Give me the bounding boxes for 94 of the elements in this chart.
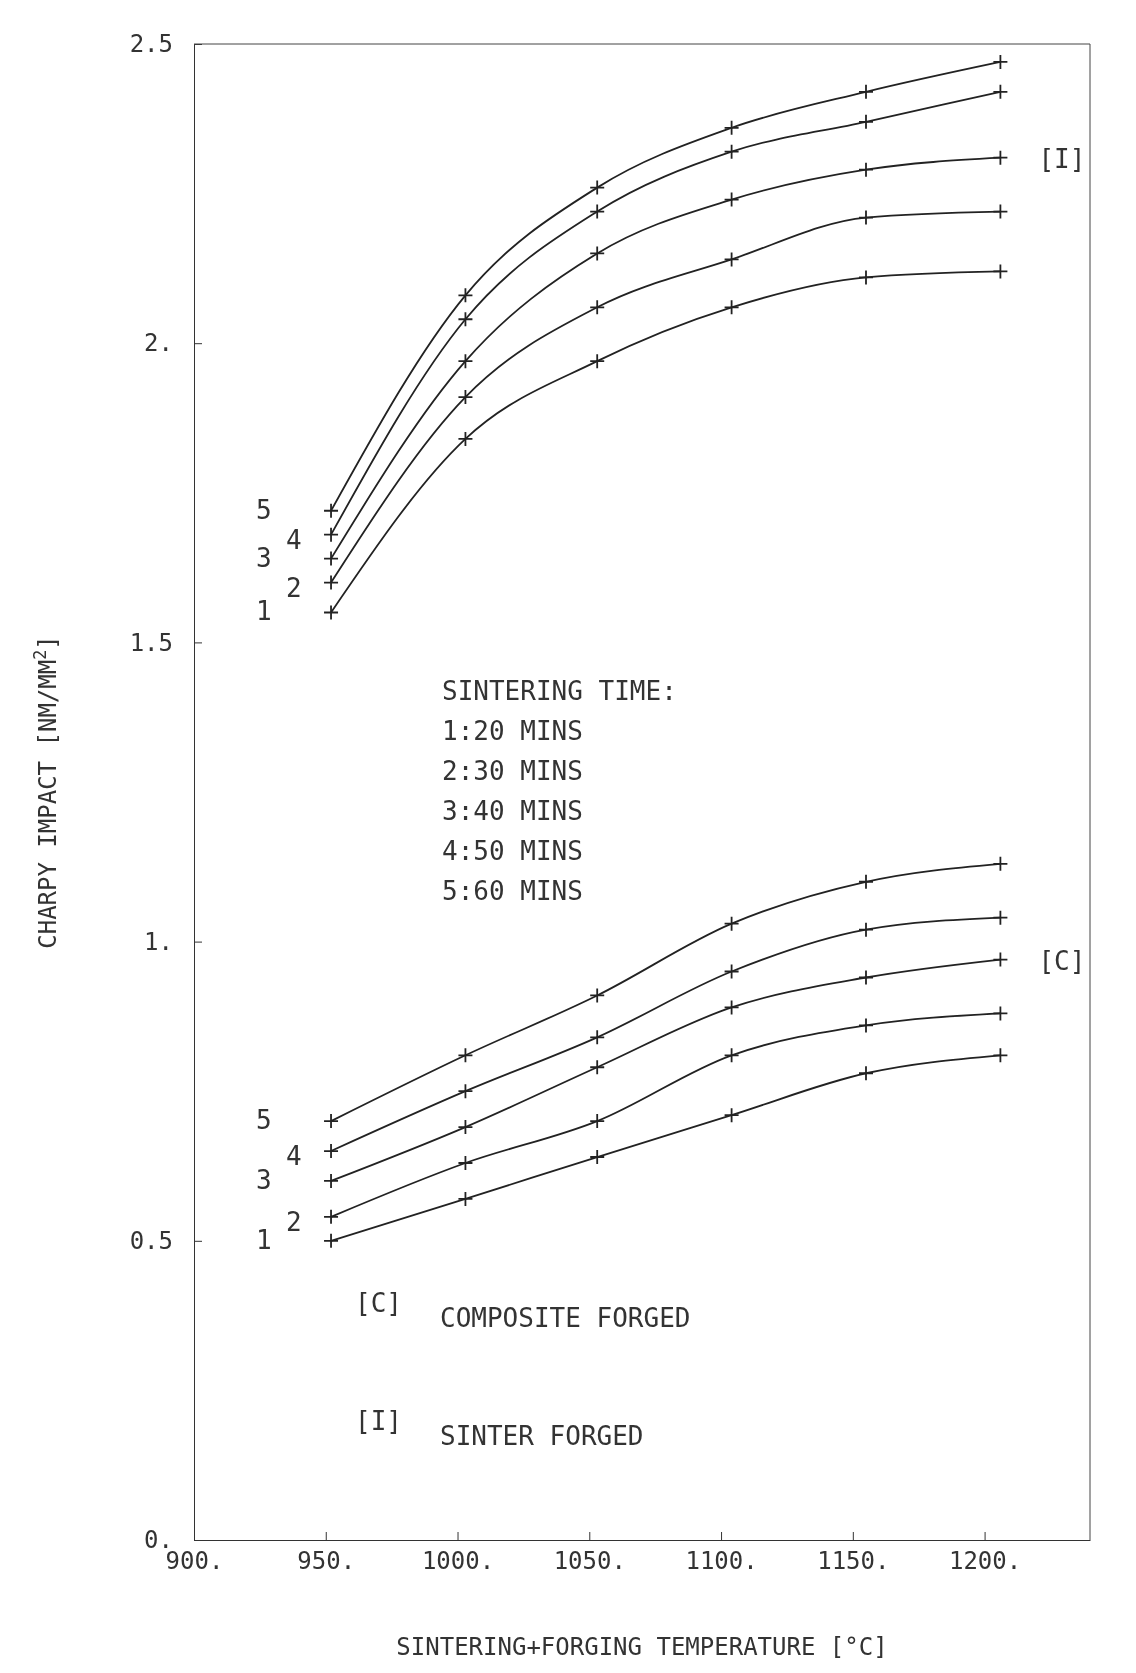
point (723, 143, 740, 160)
point (992, 951, 1009, 968)
series-label: 4 (286, 1141, 302, 1172)
annotation: [I] (355, 1406, 402, 1436)
annotation: [I] (1038, 143, 1086, 174)
x-tick-label: 1200. (948, 1547, 1022, 1575)
point (323, 574, 339, 591)
point (457, 389, 474, 405)
point (457, 287, 474, 304)
annotation: 3:40 MINS (442, 796, 583, 826)
text: 1 (256, 1224, 272, 1255)
x-axis-title: SINTERING+FORGING TEMPERATURE [°C] (396, 1633, 888, 1661)
point (589, 353, 606, 370)
text: 5 (256, 494, 272, 525)
point (589, 299, 606, 316)
point (723, 1107, 740, 1124)
point (589, 245, 606, 262)
text: 1 (256, 596, 272, 627)
annotation: SINTER FORGED (440, 1421, 644, 1451)
x-tick-label: 1100. (685, 1547, 758, 1575)
annotation: 4:50 MINS (442, 836, 583, 866)
y-tick-label: 2.5 (129, 30, 173, 59)
point (992, 54, 1009, 70)
x-tick-label: 1050. (553, 1547, 626, 1575)
point (457, 311, 474, 328)
point (457, 431, 474, 447)
point (457, 1155, 474, 1171)
annotation: [C] (1038, 945, 1086, 976)
point (858, 969, 874, 986)
point (323, 526, 339, 543)
series-label: 2 (286, 572, 302, 603)
point (992, 1005, 1009, 1022)
point (589, 179, 606, 196)
point (589, 1113, 606, 1130)
point (457, 353, 474, 370)
point (992, 149, 1009, 166)
point (589, 1149, 606, 1165)
point (723, 299, 740, 316)
point (589, 203, 606, 220)
point (323, 502, 339, 519)
point (858, 83, 874, 100)
point (323, 1173, 339, 1189)
point (992, 1047, 1009, 1064)
point (323, 550, 339, 567)
point (589, 1059, 606, 1076)
text: 3 (256, 1164, 272, 1195)
point (457, 1191, 474, 1207)
annotation: [C] (355, 1288, 402, 1318)
point (858, 209, 874, 226)
point (858, 113, 874, 130)
point (858, 161, 874, 178)
annotation: COMPOSITE FORGED (440, 1303, 691, 1333)
point (858, 1065, 874, 1082)
point (858, 921, 874, 938)
point (723, 915, 740, 932)
annotation: SINTERING TIME: (442, 676, 677, 706)
y-tick-label: 0.5 (129, 1226, 173, 1255)
point (589, 987, 606, 1004)
point (723, 963, 740, 980)
point (323, 1232, 339, 1249)
annotation: 5:60 MINS (442, 876, 583, 906)
series-label: 4 (286, 524, 302, 555)
point (723, 191, 740, 208)
point (723, 119, 740, 136)
x-tick-label: 1000. (421, 1547, 495, 1575)
point (323, 1113, 339, 1130)
y-tick-label: 1. (144, 927, 173, 956)
point (992, 83, 1009, 100)
series-label: 2 (286, 1206, 302, 1237)
text: 5 (256, 1105, 272, 1136)
x-tick-label: 1150. (817, 1547, 890, 1575)
point (457, 1119, 474, 1135)
point (992, 203, 1009, 220)
point (992, 263, 1009, 280)
point (992, 855, 1009, 872)
point (992, 909, 1009, 926)
point (723, 1047, 740, 1064)
point (858, 269, 874, 286)
point (589, 1029, 606, 1046)
point (457, 1047, 474, 1064)
point (858, 873, 874, 890)
point (323, 1208, 339, 1225)
y-tick-label: 1.5 (129, 628, 173, 657)
point (457, 1083, 474, 1100)
point (323, 1143, 339, 1159)
point (723, 251, 740, 268)
point (858, 1017, 874, 1034)
x-tick-label: 950. (297, 1547, 356, 1575)
point (723, 999, 740, 1016)
annotation: 2:30 MINS (442, 756, 583, 786)
point (323, 604, 339, 621)
y-tick-label: 2. (144, 329, 173, 358)
text: 3 (256, 542, 272, 573)
annotation: 1:20 MINS (442, 716, 583, 746)
